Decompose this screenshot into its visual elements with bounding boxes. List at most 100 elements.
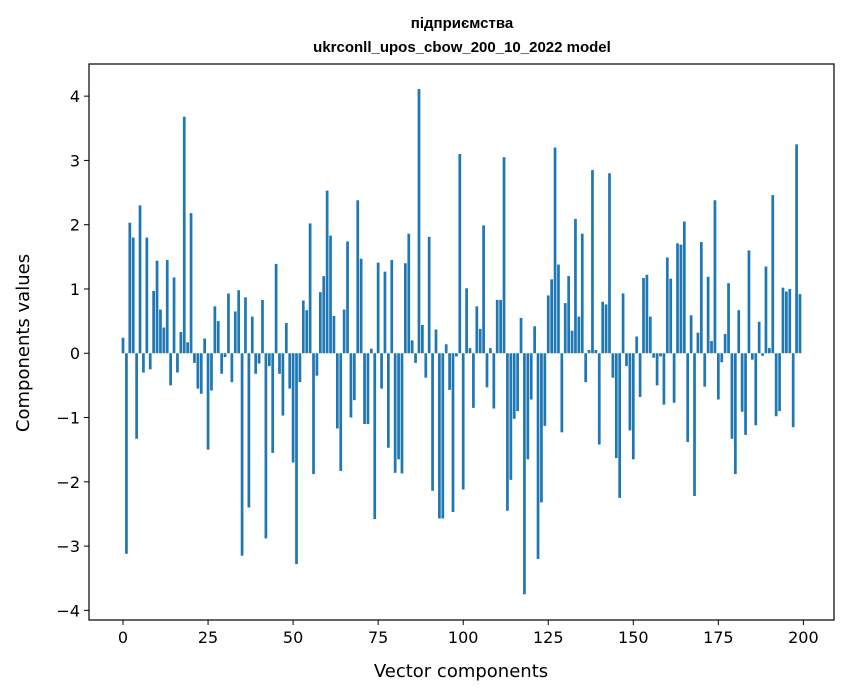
bar-21 (193, 353, 196, 363)
bar-163 (676, 243, 679, 354)
y-tick-label: 0 (70, 344, 80, 363)
bar-190 (768, 348, 771, 354)
bar-59 (322, 276, 326, 354)
bar-54 (305, 310, 309, 354)
bar-96 (448, 353, 451, 390)
bar-199 (798, 294, 802, 354)
bar-61 (329, 235, 332, 354)
bar-175 (716, 353, 720, 400)
bar-43 (267, 353, 271, 367)
bar-184 (747, 250, 751, 354)
bar-112 (502, 157, 506, 354)
bar-169 (696, 332, 700, 354)
bar-93 (438, 353, 441, 519)
bar-62 (332, 315, 336, 354)
bar-92 (434, 329, 438, 354)
bar-15 (172, 277, 176, 354)
bar-20 (189, 213, 193, 354)
bar-25 (206, 353, 210, 450)
bar-148 (625, 353, 628, 367)
bar-161 (669, 278, 673, 354)
bar-173 (710, 341, 713, 354)
bar-192 (774, 353, 778, 417)
bar-55 (308, 223, 312, 354)
bar-28 (216, 321, 220, 354)
bar-33 (233, 311, 237, 354)
bar-81 (397, 353, 400, 460)
bar-113 (506, 353, 509, 511)
bar-35 (240, 353, 244, 556)
bar-135 (580, 233, 584, 354)
bar-104 (475, 306, 479, 354)
bar-129 (560, 353, 564, 433)
bar-171 (703, 353, 707, 387)
bar-31 (227, 293, 230, 354)
bar-149 (628, 353, 632, 431)
bar-176 (720, 353, 724, 363)
bar-150 (631, 353, 635, 460)
bar-187 (757, 321, 761, 354)
bar-100 (461, 353, 465, 490)
y-tick-label: −4 (56, 601, 80, 620)
bar-146 (618, 353, 622, 498)
bar-140 (597, 353, 601, 445)
bar-69 (356, 200, 360, 354)
x-tick-label: 200 (788, 628, 819, 647)
bar-10 (155, 260, 159, 354)
bar-126 (550, 279, 554, 354)
bar-64 (339, 353, 343, 471)
y-axis-ticks: −4 −3 −2 −1 0 1 2 3 4 (56, 87, 89, 620)
bar-83 (404, 263, 407, 354)
bar-71 (363, 353, 366, 424)
bar-88 (421, 324, 424, 354)
bar-18 (182, 116, 186, 354)
bar-68 (352, 353, 356, 401)
bar-22 (196, 353, 200, 389)
bar-91 (431, 353, 434, 491)
bar-107 (485, 353, 489, 388)
bar-51 (295, 353, 298, 565)
bar-13 (165, 260, 169, 354)
bar-14 (169, 353, 172, 386)
bar-34 (237, 290, 241, 354)
bar-185 (751, 353, 754, 360)
bar-53 (301, 300, 305, 354)
bar-124 (543, 353, 547, 426)
bar-125 (546, 295, 550, 354)
bar-164 (679, 244, 683, 354)
bar-26 (210, 353, 213, 391)
bar-17 (179, 332, 183, 354)
bar-189 (764, 266, 768, 354)
bar-99 (458, 153, 462, 354)
bar-63 (335, 353, 339, 429)
bar-122 (536, 353, 540, 559)
bar-84 (407, 233, 411, 354)
x-axis-ticks: 0 25 50 75 100 125 150 175 200 (118, 620, 819, 647)
bar-191 (771, 195, 775, 354)
chart-title-line2: ukrconll_upos_cbow_200_10_2022 model (313, 39, 611, 56)
bar-101 (465, 288, 468, 354)
bar-180 (733, 353, 737, 475)
bar-41 (261, 299, 264, 354)
bar-117 (519, 317, 523, 354)
bar-32 (230, 353, 234, 383)
bar-79 (390, 260, 394, 354)
x-tick-label: 0 (118, 628, 128, 647)
bar-67 (349, 353, 353, 418)
bar-154 (645, 274, 649, 354)
y-tick-label: −1 (56, 409, 80, 428)
bar-65 (342, 309, 346, 354)
x-tick-label: 75 (368, 628, 388, 647)
bar-42 (264, 353, 268, 539)
bar-151 (635, 336, 639, 354)
y-tick-label: −3 (56, 537, 80, 556)
bar-120 (529, 353, 533, 400)
bar-198 (795, 144, 798, 354)
x-tick-label: 125 (533, 628, 564, 647)
bar-90 (427, 236, 431, 354)
bar-132 (570, 330, 574, 354)
bar-94 (441, 353, 445, 519)
x-tick-label: 150 (618, 628, 649, 647)
bar-155 (648, 316, 652, 354)
